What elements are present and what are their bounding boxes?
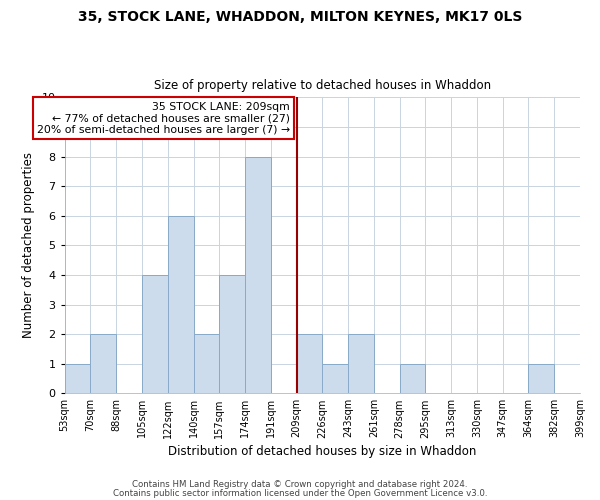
Bar — [194, 334, 219, 394]
Bar — [65, 364, 91, 394]
Bar — [400, 364, 425, 394]
X-axis label: Distribution of detached houses by size in Whaddon: Distribution of detached houses by size … — [168, 444, 476, 458]
Bar — [348, 334, 374, 394]
Text: 35 STOCK LANE: 209sqm
← 77% of detached houses are smaller (27)
20% of semi-deta: 35 STOCK LANE: 209sqm ← 77% of detached … — [37, 102, 290, 135]
Bar — [219, 275, 245, 394]
Bar — [529, 364, 554, 394]
Bar — [245, 156, 271, 394]
Text: 35, STOCK LANE, WHADDON, MILTON KEYNES, MK17 0LS: 35, STOCK LANE, WHADDON, MILTON KEYNES, … — [78, 10, 522, 24]
Text: Contains public sector information licensed under the Open Government Licence v3: Contains public sector information licen… — [113, 488, 487, 498]
Bar — [296, 334, 322, 394]
Bar — [91, 334, 116, 394]
Bar — [168, 216, 194, 394]
Bar — [322, 364, 348, 394]
Title: Size of property relative to detached houses in Whaddon: Size of property relative to detached ho… — [154, 79, 491, 92]
Text: Contains HM Land Registry data © Crown copyright and database right 2024.: Contains HM Land Registry data © Crown c… — [132, 480, 468, 489]
Y-axis label: Number of detached properties: Number of detached properties — [22, 152, 35, 338]
Bar — [142, 275, 168, 394]
